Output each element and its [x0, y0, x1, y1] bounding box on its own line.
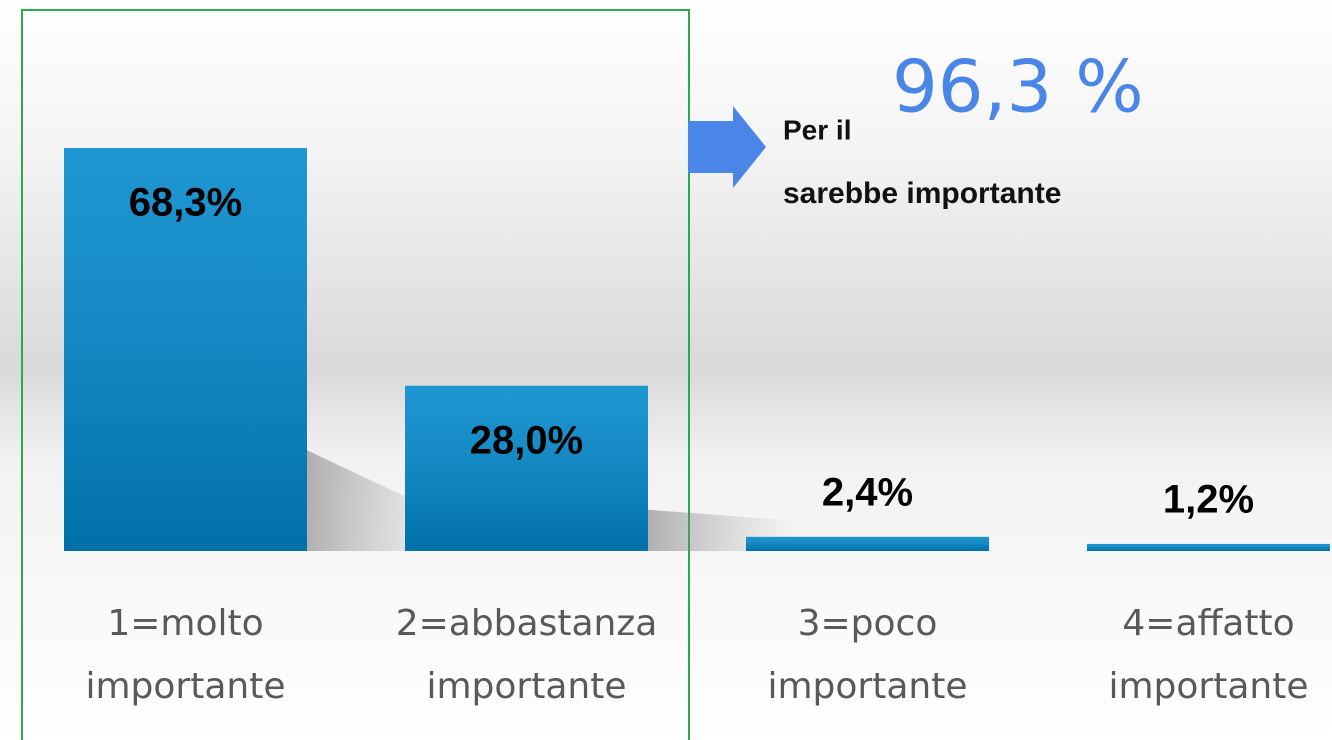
highlight-frame [21, 9, 690, 740]
bar-shade [64, 148, 307, 551]
x-tick-label: 4=affatto importante [1108, 603, 1308, 707]
bar-shade [405, 385, 648, 551]
x-tick-label: 3=poco importante [767, 603, 967, 707]
annotation-highlight: 96,3 % [892, 45, 1144, 129]
arrow [688, 106, 766, 188]
x-tick-label: 2=abbastanza importante [396, 603, 658, 707]
annotation: Per il 96,3 % sarebbe importante [783, 45, 1144, 210]
value-label: 2,4% [822, 470, 913, 514]
bar-shade [746, 536, 989, 551]
value-label: 1,2% [1163, 477, 1254, 521]
bar-shade [1087, 543, 1330, 551]
annotation-prefix: Per il [783, 114, 851, 145]
x-tick-label: 1=molto importante [85, 603, 285, 707]
annotation-suffix: sarebbe importante [783, 177, 1061, 210]
value-label: 28,0% [470, 418, 583, 462]
value-label: 68,3% [129, 181, 242, 225]
